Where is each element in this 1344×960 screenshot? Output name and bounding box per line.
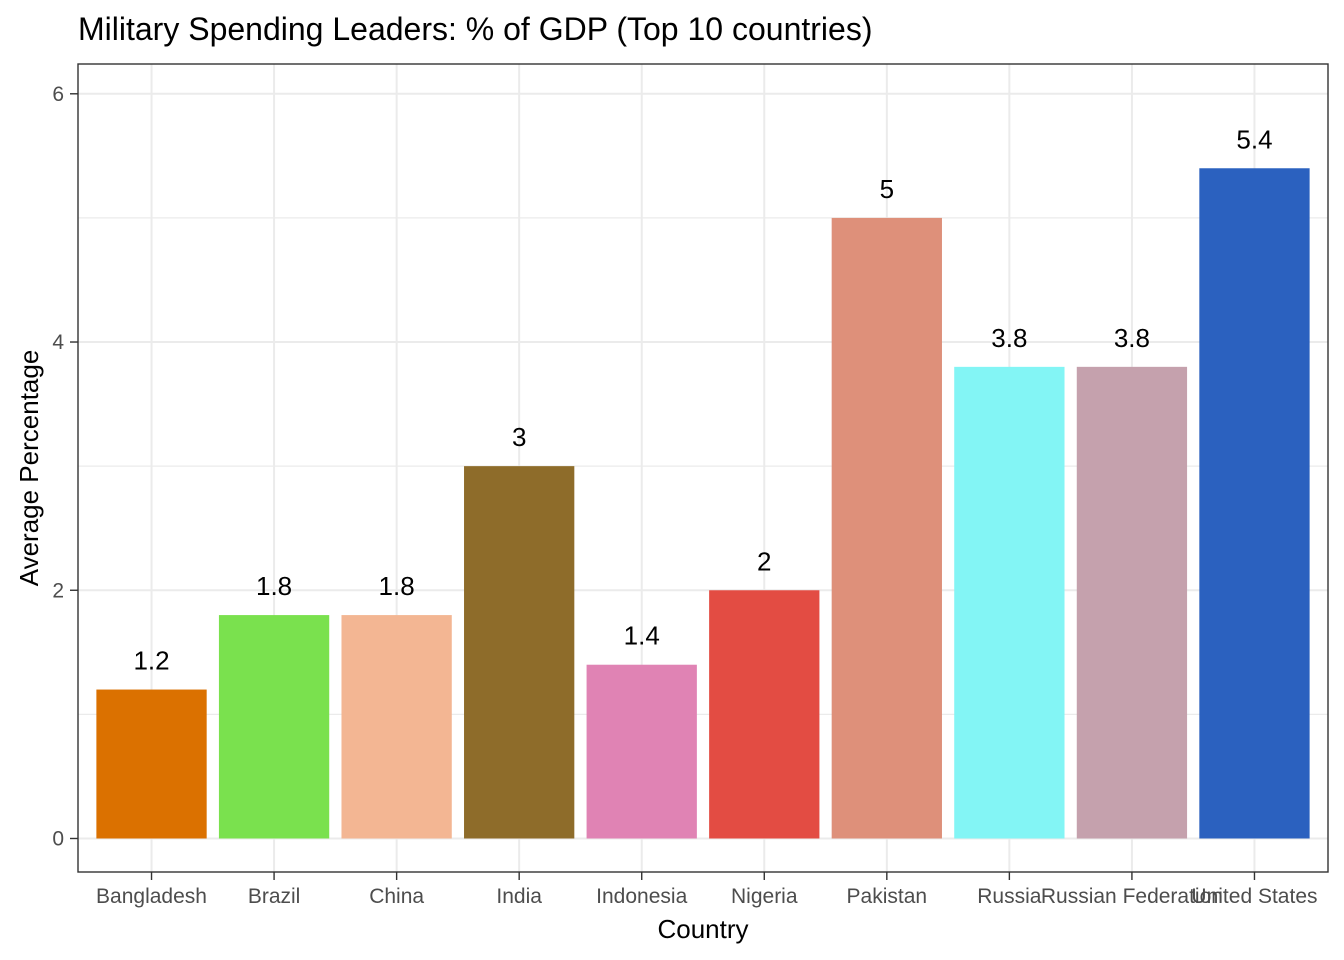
x-tick-label: Pakistan: [847, 885, 928, 908]
data-label: 3.8: [991, 323, 1027, 353]
bar-russia: [954, 366, 1065, 839]
bar-brazil: [218, 615, 330, 839]
x-tick-label: Russia: [977, 885, 1042, 908]
x-tick-label: United States: [1191, 885, 1317, 908]
bar-united-states: [1199, 168, 1310, 839]
data-label: 3: [512, 422, 526, 452]
data-label: 2: [757, 546, 771, 576]
y-tick-label: 0: [52, 827, 64, 850]
x-tick-label: India: [496, 885, 542, 908]
data-label: 5: [880, 174, 894, 204]
panel-border: [77, 63, 1329, 873]
bars-layer: [96, 168, 1310, 839]
y-axis-title: Average Percentage: [14, 350, 44, 587]
x-axis: Bangladesh Brazil China India Indonesia Niger…: [96, 872, 1318, 908]
x-tick-label: Brazil: [248, 885, 301, 908]
y-tick-label: 4: [52, 331, 64, 354]
data-label: 1.8: [379, 571, 415, 601]
y-tick-label: 2: [52, 579, 64, 602]
y-tick-label: 6: [52, 83, 64, 106]
bar-india: [464, 466, 575, 839]
bar-nigeria: [709, 590, 820, 839]
bar-china: [341, 615, 452, 839]
x-tick-label: Indonesia: [596, 885, 687, 908]
chart-title: Military Spending Leaders: % of GDP (Top…: [78, 11, 872, 47]
data-labels-layer: 1.2 1.8 1.8 3 1.4 2 5 3.8 3.8 5.4: [133, 124, 1272, 675]
data-label: 1.4: [624, 621, 660, 651]
plot-panel: 1.2 1.8 1.8 3 1.4 2 5 3.8 3.8 5.4: [77, 63, 1329, 873]
bar-indonesia: [586, 664, 697, 839]
bar-pakistan: [831, 217, 942, 839]
x-tick-label: China: [369, 885, 424, 908]
x-tick-label: Nigeria: [731, 885, 798, 908]
data-label: 3.8: [1114, 323, 1150, 353]
bar-bangladesh: [96, 689, 207, 839]
x-tick-label: Russian Federation: [1041, 885, 1223, 908]
data-label: 1.2: [133, 646, 169, 676]
y-axis: 0 2 4 6: [52, 83, 78, 850]
data-label: 5.4: [1236, 124, 1272, 154]
x-tick-label: Bangladesh: [96, 885, 207, 908]
bar-russian-federation: [1076, 366, 1188, 839]
x-axis-title: Country: [657, 914, 748, 944]
data-label: 1.8: [256, 571, 292, 601]
